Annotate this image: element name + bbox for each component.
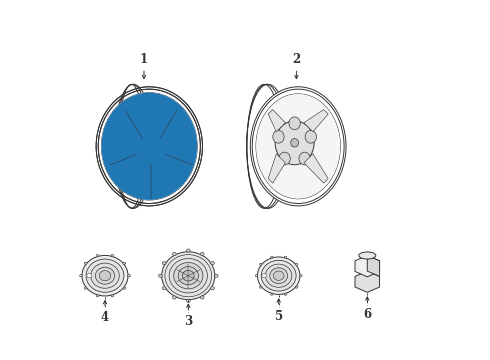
- Ellipse shape: [257, 257, 300, 294]
- Text: 2: 2: [292, 53, 300, 66]
- Polygon shape: [268, 109, 285, 132]
- Ellipse shape: [86, 259, 124, 292]
- Ellipse shape: [261, 260, 296, 291]
- Ellipse shape: [87, 274, 92, 278]
- Ellipse shape: [162, 262, 166, 265]
- Ellipse shape: [200, 296, 204, 299]
- Ellipse shape: [289, 117, 300, 130]
- Ellipse shape: [200, 252, 204, 256]
- Ellipse shape: [159, 274, 162, 277]
- Ellipse shape: [101, 93, 197, 200]
- Ellipse shape: [211, 287, 214, 290]
- Ellipse shape: [149, 168, 153, 172]
- Ellipse shape: [186, 249, 190, 252]
- Ellipse shape: [178, 267, 198, 285]
- Ellipse shape: [140, 102, 159, 120]
- Ellipse shape: [162, 287, 166, 290]
- Polygon shape: [153, 107, 181, 143]
- Ellipse shape: [101, 93, 197, 200]
- Ellipse shape: [273, 271, 284, 280]
- Ellipse shape: [172, 296, 176, 299]
- Ellipse shape: [109, 126, 129, 144]
- Ellipse shape: [170, 126, 190, 144]
- Ellipse shape: [84, 262, 87, 265]
- Polygon shape: [368, 256, 380, 276]
- Ellipse shape: [186, 299, 190, 302]
- Ellipse shape: [250, 87, 346, 206]
- Ellipse shape: [91, 263, 119, 288]
- Ellipse shape: [270, 268, 288, 284]
- Polygon shape: [304, 154, 328, 183]
- Ellipse shape: [84, 287, 87, 289]
- Ellipse shape: [273, 130, 284, 143]
- Text: 5: 5: [274, 310, 283, 323]
- Ellipse shape: [123, 262, 126, 265]
- Ellipse shape: [295, 263, 298, 265]
- Text: 1: 1: [140, 53, 148, 66]
- Ellipse shape: [173, 262, 203, 289]
- Ellipse shape: [270, 256, 273, 258]
- Ellipse shape: [211, 262, 214, 265]
- Ellipse shape: [121, 166, 140, 184]
- Ellipse shape: [142, 141, 160, 159]
- Ellipse shape: [260, 263, 262, 265]
- Ellipse shape: [284, 293, 287, 295]
- Ellipse shape: [305, 130, 317, 143]
- Ellipse shape: [130, 154, 135, 159]
- Ellipse shape: [255, 275, 258, 277]
- Polygon shape: [355, 256, 380, 277]
- Ellipse shape: [291, 139, 298, 147]
- Polygon shape: [108, 147, 139, 170]
- Ellipse shape: [275, 121, 314, 165]
- Ellipse shape: [172, 252, 176, 256]
- Ellipse shape: [158, 166, 178, 184]
- Ellipse shape: [256, 94, 340, 199]
- Ellipse shape: [96, 255, 99, 257]
- Text: 4: 4: [101, 311, 109, 324]
- Ellipse shape: [284, 256, 287, 258]
- Ellipse shape: [299, 275, 302, 277]
- Ellipse shape: [138, 136, 165, 164]
- Ellipse shape: [111, 255, 114, 257]
- Ellipse shape: [160, 131, 165, 136]
- Text: 6: 6: [363, 307, 371, 321]
- Ellipse shape: [299, 152, 310, 165]
- Ellipse shape: [359, 252, 376, 259]
- Ellipse shape: [162, 252, 215, 300]
- Polygon shape: [122, 107, 148, 143]
- Ellipse shape: [167, 154, 172, 159]
- Ellipse shape: [169, 258, 207, 293]
- Ellipse shape: [266, 264, 292, 287]
- Polygon shape: [304, 109, 328, 132]
- Ellipse shape: [111, 294, 114, 297]
- Ellipse shape: [96, 267, 115, 284]
- Ellipse shape: [137, 131, 142, 136]
- Polygon shape: [268, 154, 285, 183]
- Polygon shape: [143, 164, 159, 199]
- Ellipse shape: [165, 255, 212, 297]
- Ellipse shape: [127, 275, 130, 277]
- Ellipse shape: [279, 152, 290, 165]
- Ellipse shape: [123, 287, 126, 289]
- Text: 3: 3: [184, 315, 193, 328]
- Ellipse shape: [270, 293, 273, 295]
- Ellipse shape: [182, 270, 194, 281]
- Ellipse shape: [295, 286, 298, 288]
- Ellipse shape: [99, 271, 111, 281]
- Polygon shape: [163, 147, 194, 170]
- Polygon shape: [355, 271, 380, 292]
- Ellipse shape: [214, 274, 218, 277]
- Ellipse shape: [260, 286, 262, 288]
- Ellipse shape: [96, 294, 99, 297]
- Ellipse shape: [82, 256, 128, 296]
- Ellipse shape: [262, 274, 267, 278]
- Ellipse shape: [80, 275, 82, 277]
